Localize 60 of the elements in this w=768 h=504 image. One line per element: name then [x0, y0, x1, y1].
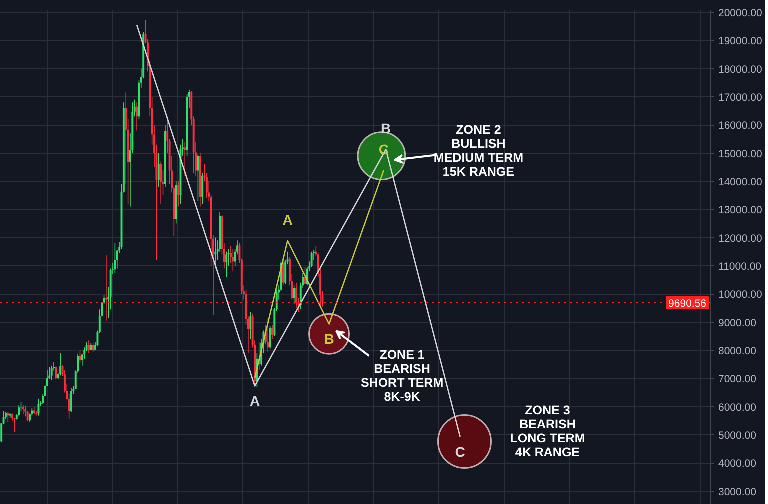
- data-label: A: [250, 393, 260, 410]
- y-tick-label: 17000.00: [718, 92, 762, 104]
- candlestick: [136, 102, 138, 132]
- candlestick: [22, 404, 24, 416]
- candlestick: [105, 255, 108, 322]
- y-tick-label: 15000.00: [718, 148, 762, 160]
- y-tick-label: 14000.00: [718, 176, 762, 188]
- candlestick: [114, 243, 116, 274]
- annotation: ZONE 2 BULLISH MEDIUM TERM 15K RANGE: [434, 123, 524, 180]
- candlestick: [18, 404, 20, 418]
- candlestick: [158, 152, 160, 188]
- candlestick: [232, 248, 234, 272]
- y-tick-label: 9000.00: [718, 317, 757, 330]
- y-tick-label: 6000.00: [718, 402, 757, 414]
- y-tick-label: 16000.00: [718, 120, 762, 132]
- candlestick: [24, 406, 27, 418]
- candlestick: [55, 366, 58, 380]
- ref-line-label: 9690.56: [668, 298, 707, 310]
- y-tick-label: 19000.00: [718, 36, 762, 48]
- candlestick: [160, 161, 162, 204]
- candlestick: [202, 172, 204, 204]
- candlestick: [7, 412, 10, 423]
- candlestick: [36, 410, 38, 416]
- data-label: C: [455, 444, 466, 460]
- candlestick: [184, 142, 186, 176]
- candlestick: [293, 285, 296, 304]
- candlestick: [50, 366, 53, 380]
- candlestick: [296, 282, 298, 309]
- candlestick: [60, 353, 62, 376]
- candlestick: [14, 418, 16, 433]
- data-label: A: [282, 212, 293, 228]
- candlestick: [226, 251, 228, 278]
- candlestick: [272, 324, 274, 340]
- data-label: C: [378, 141, 389, 158]
- y-tick-label: 3000.00: [718, 486, 757, 498]
- y-tick-label: 12000.00: [718, 232, 762, 245]
- y-tick-label: 4000.00: [718, 458, 757, 470]
- candlestick: [38, 398, 40, 416]
- data-label: B: [381, 120, 392, 137]
- candlestick: [214, 237, 217, 270]
- y-tick-label: 18000.00: [718, 64, 762, 76]
- y-tick-label: 5000.00: [718, 430, 757, 442]
- y-tick-label: 7000.00: [718, 374, 757, 386]
- y-tick-label: 10000.00: [718, 289, 762, 302]
- candlestick: [178, 181, 180, 208]
- candlestick: [269, 326, 272, 350]
- y-tick-label: 8000.00: [718, 345, 757, 358]
- y-tick-label: 13000.00: [718, 204, 762, 217]
- y-tick-label: 20000.00: [718, 7, 762, 20]
- candlestick: [282, 260, 284, 286]
- data-label: B: [324, 331, 334, 348]
- candlestick: [197, 154, 200, 202]
- candlestick: [250, 312, 252, 340]
- candlestick: [267, 319, 270, 352]
- candlestick: [70, 388, 72, 413]
- candlestick: [88, 340, 90, 354]
- annotation: ZONE 3 BEARISH LONG TERM 4K RANGE: [510, 404, 586, 460]
- y-tick-label: 11000.00: [718, 260, 762, 273]
- candlestick: [310, 251, 313, 268]
- annotation: ZONE 1 BEARISH SHORT TERM 8K-9K: [360, 348, 444, 404]
